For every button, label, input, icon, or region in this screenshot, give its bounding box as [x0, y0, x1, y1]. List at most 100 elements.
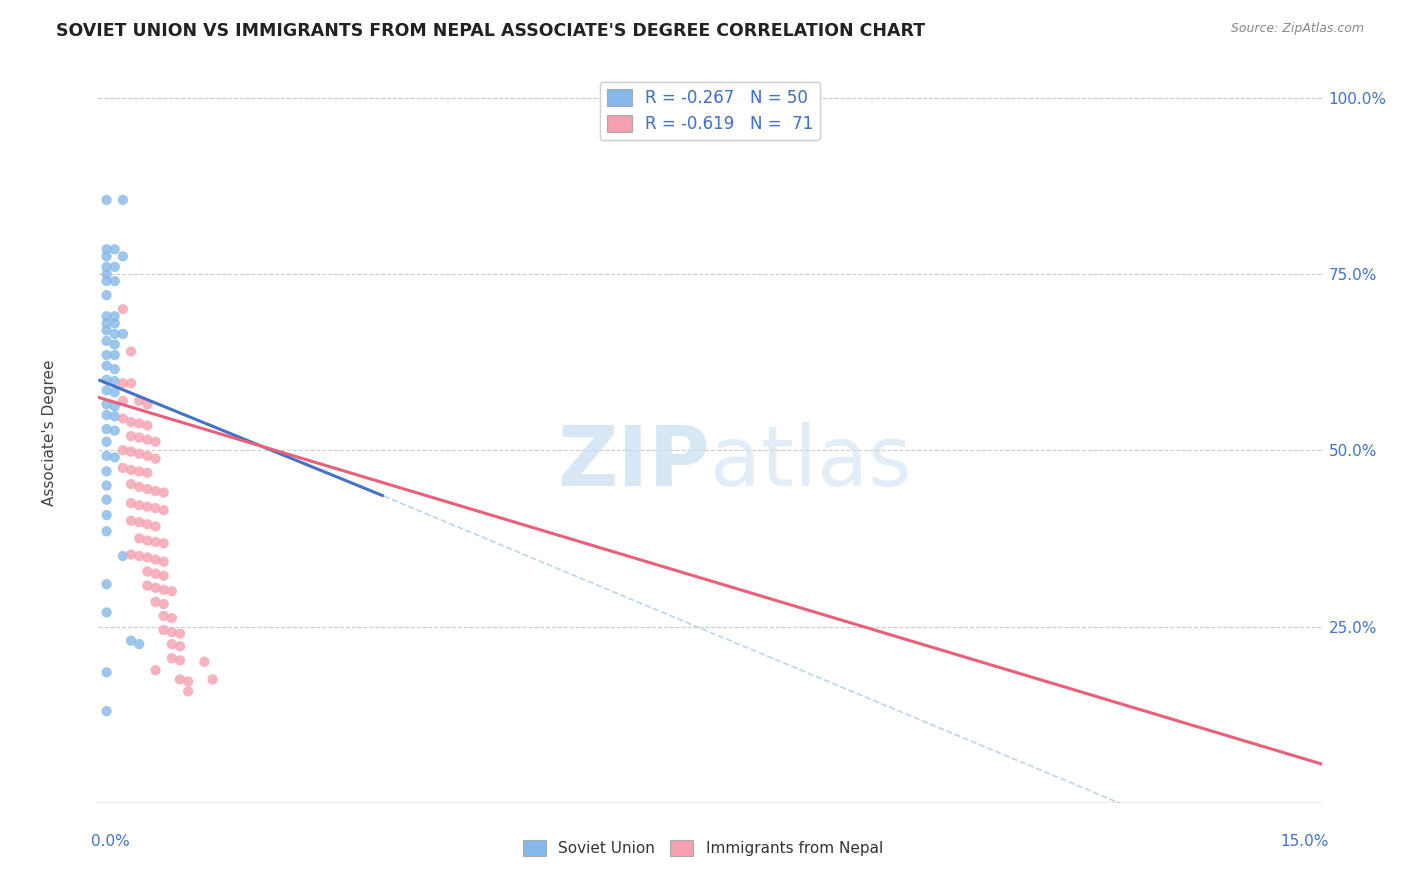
Point: [104, 362, 127, 376]
Text: Associate's Degree: Associate's Degree: [42, 359, 58, 506]
Point: [136, 418, 159, 433]
Point: [120, 444, 142, 458]
Point: [136, 533, 159, 548]
Legend: Soviet Union, Immigrants from Nepal: Soviet Union, Immigrants from Nepal: [517, 834, 889, 862]
Point: [160, 625, 183, 640]
Point: [193, 655, 215, 669]
Point: [96, 665, 118, 680]
Point: [104, 450, 127, 465]
Point: [96, 348, 118, 362]
Point: [120, 496, 142, 510]
Point: [96, 193, 118, 207]
Point: [145, 581, 167, 595]
Point: [201, 673, 224, 687]
Legend: R = -0.267   N = 50, R = -0.619   N =  71: R = -0.267 N = 50, R = -0.619 N = 71: [600, 82, 820, 140]
Point: [152, 597, 174, 611]
Point: [96, 508, 118, 522]
Point: [177, 674, 200, 689]
Point: [145, 663, 167, 677]
Point: [152, 536, 174, 550]
Point: [120, 429, 142, 443]
Text: atlas: atlas: [710, 422, 911, 503]
Point: [177, 684, 200, 698]
Point: [145, 552, 167, 566]
Point: [120, 463, 142, 477]
Point: [136, 579, 159, 593]
Point: [96, 422, 118, 436]
Point: [128, 498, 150, 512]
Point: [96, 316, 118, 330]
Point: [104, 424, 127, 438]
Point: [169, 626, 191, 640]
Point: [104, 274, 127, 288]
Point: [96, 577, 118, 591]
Point: [111, 461, 134, 475]
Point: [136, 500, 159, 514]
Point: [96, 334, 118, 348]
Point: [104, 316, 127, 330]
Point: [160, 611, 183, 625]
Point: [96, 397, 118, 411]
Point: [120, 514, 142, 528]
Point: [152, 609, 174, 624]
Point: [152, 503, 174, 517]
Point: [136, 433, 159, 447]
Point: [96, 323, 118, 337]
Point: [128, 417, 150, 431]
Point: [145, 434, 167, 449]
Point: [120, 477, 142, 491]
Point: [128, 431, 150, 445]
Point: [104, 242, 127, 256]
Point: [169, 653, 191, 667]
Point: [111, 549, 134, 563]
Point: [145, 501, 167, 516]
Point: [160, 637, 183, 651]
Point: [169, 673, 191, 687]
Point: [104, 337, 127, 351]
Point: [96, 704, 118, 718]
Point: [104, 385, 127, 400]
Point: [128, 549, 150, 563]
Point: [96, 492, 118, 507]
Point: [96, 606, 118, 620]
Point: [96, 249, 118, 263]
Point: [145, 519, 167, 533]
Point: [152, 485, 174, 500]
Point: [136, 449, 159, 463]
Point: [96, 434, 118, 449]
Point: [120, 376, 142, 391]
Point: [96, 359, 118, 373]
Point: [111, 443, 134, 458]
Point: [96, 288, 118, 302]
Point: [128, 532, 150, 546]
Point: [96, 449, 118, 463]
Point: [152, 568, 174, 582]
Point: [128, 447, 150, 461]
Point: [160, 584, 183, 599]
Point: [128, 464, 150, 478]
Point: [111, 326, 134, 341]
Point: [152, 582, 174, 597]
Point: [128, 393, 150, 408]
Point: [136, 565, 159, 579]
Point: [120, 344, 142, 359]
Point: [96, 373, 118, 387]
Point: [169, 640, 191, 654]
Text: ZIP: ZIP: [558, 422, 710, 503]
Point: [111, 376, 134, 391]
Point: [145, 451, 167, 466]
Point: [96, 384, 118, 398]
Point: [96, 464, 118, 478]
Text: 0.0%: 0.0%: [91, 834, 131, 849]
Point: [96, 274, 118, 288]
Point: [111, 249, 134, 263]
Point: [104, 374, 127, 388]
Point: [96, 524, 118, 539]
Point: [136, 550, 159, 565]
Point: [104, 326, 127, 341]
Point: [128, 515, 150, 529]
Point: [96, 242, 118, 256]
Point: [96, 408, 118, 422]
Point: [104, 260, 127, 274]
Point: [104, 348, 127, 362]
